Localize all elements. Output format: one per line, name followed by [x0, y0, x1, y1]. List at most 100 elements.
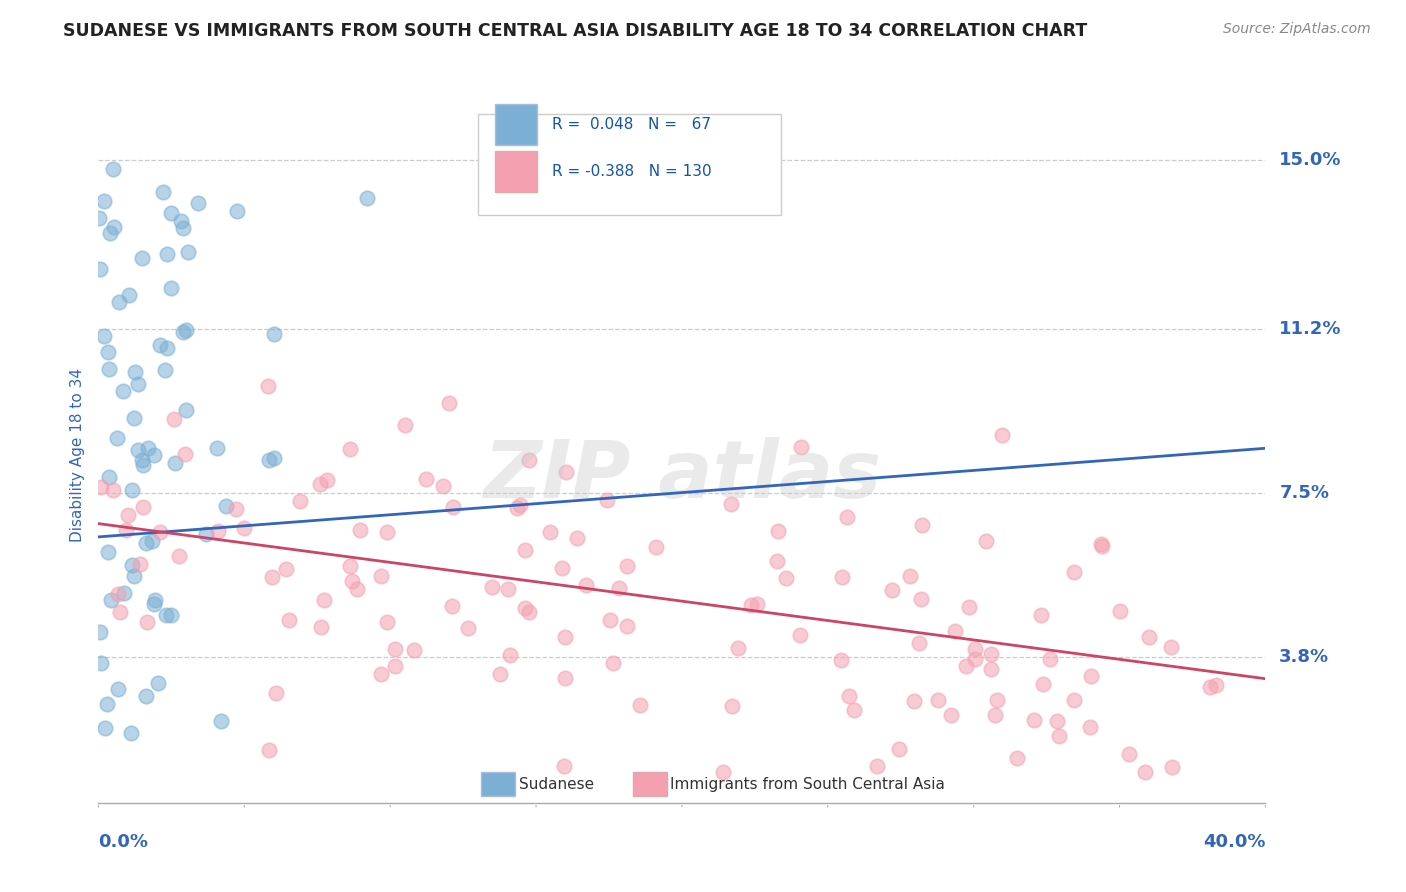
Point: [195, 526, 218, 541]
Point: [1032, 677, 1054, 691]
Point: [575, 578, 598, 592]
Point: [135, 615, 157, 629]
Point: [903, 694, 925, 708]
Point: [898, 568, 921, 582]
Point: [159, 281, 181, 295]
Point: [596, 493, 619, 508]
Point: [745, 597, 768, 611]
Point: [165, 456, 187, 470]
Point: [551, 561, 574, 575]
Point: [517, 453, 540, 467]
Point: [515, 542, 537, 557]
Y-axis label: Disability Age 18 to 34: Disability Age 18 to 34: [69, 368, 84, 542]
Point: [97, 544, 120, 558]
Point: [927, 693, 949, 707]
Point: [499, 648, 522, 662]
Point: [517, 605, 540, 619]
Point: [155, 607, 177, 622]
Point: [437, 396, 460, 410]
Point: [131, 458, 153, 473]
Point: [1039, 652, 1062, 666]
Point: [260, 570, 283, 584]
Point: [1137, 630, 1160, 644]
Point: [315, 473, 337, 487]
Point: [141, 534, 163, 549]
Point: [160, 206, 183, 220]
Point: [415, 472, 437, 486]
Point: [616, 559, 638, 574]
Point: [97, 362, 120, 376]
Point: [346, 582, 368, 596]
Point: [89, 262, 111, 277]
Point: [172, 325, 194, 339]
Point: [775, 571, 797, 585]
Point: [263, 450, 285, 465]
Point: [789, 628, 811, 642]
Point: [1118, 747, 1140, 762]
Point: [122, 411, 145, 425]
Point: [481, 581, 503, 595]
Point: [384, 642, 406, 657]
Point: [340, 574, 363, 588]
Point: [1160, 640, 1182, 655]
Point: [602, 656, 624, 670]
Point: [496, 582, 519, 596]
Point: [1005, 751, 1028, 765]
Point: [225, 204, 247, 219]
Point: [136, 441, 159, 455]
Point: [153, 363, 176, 377]
Point: [1024, 713, 1046, 727]
Point: [112, 384, 135, 398]
Point: [339, 442, 361, 457]
Point: [1205, 678, 1227, 692]
Point: [156, 341, 179, 355]
Point: [1029, 607, 1052, 622]
Point: [911, 518, 934, 533]
Point: [120, 726, 142, 740]
Point: [370, 666, 392, 681]
Point: [616, 619, 638, 633]
Point: [880, 583, 903, 598]
Point: [105, 431, 128, 445]
Point: [370, 569, 392, 583]
Point: [957, 600, 980, 615]
Point: [394, 417, 416, 432]
Point: [441, 500, 464, 514]
Point: [131, 251, 153, 265]
Point: [177, 244, 200, 259]
Point: [98, 470, 121, 484]
Point: [264, 686, 287, 700]
Point: [835, 510, 858, 524]
Point: [93, 194, 115, 208]
Point: [87, 211, 110, 225]
Text: 40.0%: 40.0%: [1204, 833, 1265, 851]
Point: [117, 508, 139, 522]
Point: [766, 524, 789, 538]
Point: [122, 568, 145, 582]
Point: [225, 502, 247, 516]
Point: [90, 656, 112, 670]
Point: [432, 479, 454, 493]
Point: [143, 597, 166, 611]
Point: [457, 621, 479, 635]
Point: [173, 447, 195, 461]
Point: [1091, 539, 1114, 553]
Point: [984, 708, 1007, 723]
Point: [986, 693, 1008, 707]
Point: [790, 440, 813, 454]
Point: [89, 625, 111, 640]
Point: [377, 524, 399, 539]
Point: [887, 742, 910, 756]
Point: [263, 326, 285, 341]
Point: [384, 659, 406, 673]
Point: [1108, 604, 1130, 618]
Point: [356, 191, 378, 205]
Text: Source: ZipAtlas.com: Source: ZipAtlas.com: [1223, 22, 1371, 37]
Point: [980, 648, 1002, 662]
Point: [740, 598, 762, 612]
Point: [955, 659, 977, 673]
Point: [375, 615, 398, 629]
Point: [149, 524, 172, 539]
Point: [118, 287, 141, 301]
FancyBboxPatch shape: [495, 104, 537, 145]
